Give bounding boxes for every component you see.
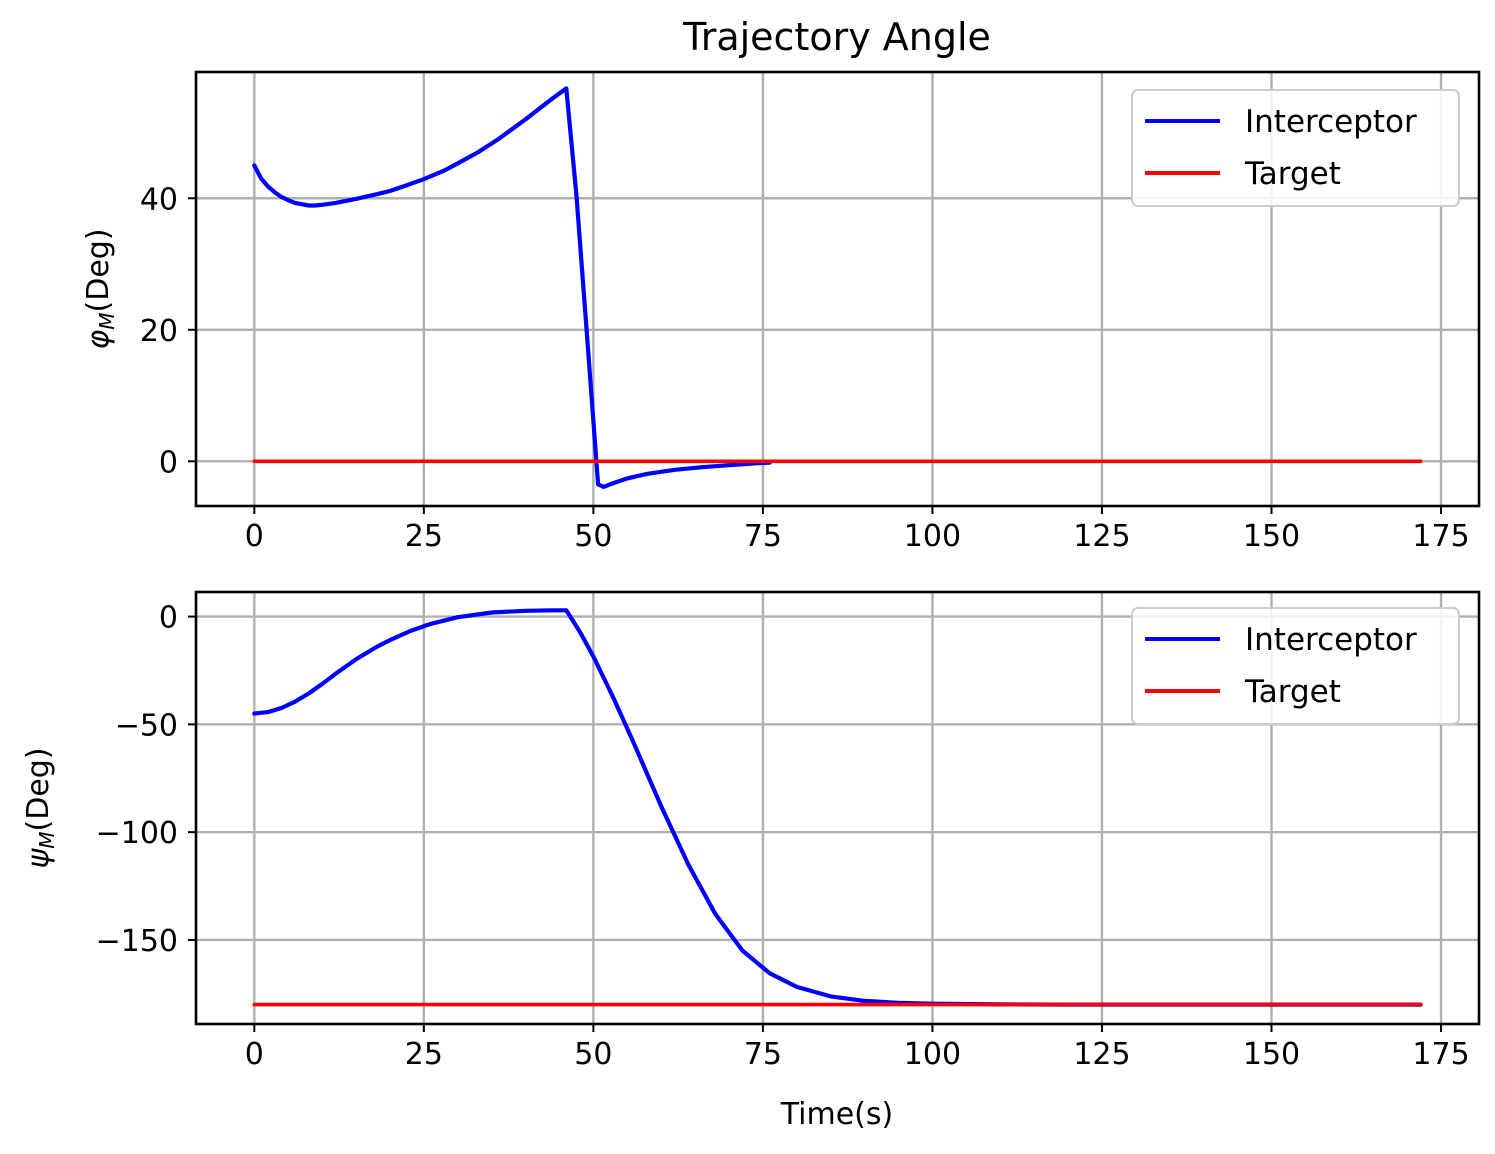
bottom-series-interceptor-line xyxy=(252,608,1423,1007)
chart-title: Trajectory Angle xyxy=(682,15,991,59)
top-x-tick-label: 25 xyxy=(405,519,443,554)
top-x-ticks: 0 25 50 75 100 125 150 175 xyxy=(245,506,1470,554)
top-y-axis-unit: (Deg) xyxy=(81,228,116,312)
top-y-ticks: 0 20 40 xyxy=(140,182,196,480)
top-x-tick-label: 125 xyxy=(1073,519,1130,554)
top-panel: 0 25 50 75 100 125 150 175 0 20 40 φM(Deg) Interc… xyxy=(81,70,1481,554)
bottom-y-tick-label: 0 xyxy=(159,601,178,636)
bottom-x-tick-label: 0 xyxy=(245,1037,264,1072)
bottom-y-axis-symbol: ψ xyxy=(21,848,56,869)
bottom-legend-interceptor-label: Interceptor xyxy=(1245,622,1417,658)
top-x-tick-label: 50 xyxy=(574,519,612,554)
top-y-axis-symbol: φ xyxy=(81,330,116,350)
bottom-y-ticks: 0 −50 −100 −150 xyxy=(96,601,196,959)
bottom-legend-target-label: Target xyxy=(1244,674,1341,710)
top-x-tick-label: 175 xyxy=(1412,519,1469,554)
bottom-series xyxy=(252,608,1423,1007)
bottom-x-axis-label: Time(s) xyxy=(780,1097,893,1132)
bottom-x-tick-label: 175 xyxy=(1412,1037,1469,1072)
bottom-y-tick-label: −100 xyxy=(96,816,178,851)
bottom-x-tick-label: 150 xyxy=(1243,1037,1300,1072)
bottom-axes-frame xyxy=(194,590,1481,1026)
top-y-axis-label: φM(Deg) xyxy=(81,228,119,349)
top-x-tick-label: 0 xyxy=(245,519,264,554)
bottom-x-tick-label: 125 xyxy=(1073,1037,1130,1072)
top-y-tick-label: 40 xyxy=(140,182,178,217)
bottom-y-axis-label: ψM(Deg) xyxy=(21,747,59,868)
top-y-tick-label: 0 xyxy=(159,445,178,480)
top-series-interceptor-line xyxy=(252,86,772,489)
top-legend: Interceptor Target xyxy=(1131,89,1460,207)
bottom-x-tick-label: 100 xyxy=(904,1037,961,1072)
top-y-tick-label: 20 xyxy=(140,314,178,349)
bottom-x-tick-label: 50 xyxy=(574,1037,612,1072)
bottom-x-tick-label: 75 xyxy=(744,1037,782,1072)
bottom-panel: 0 25 50 75 100 125 150 175 0 −50 −100 −150 ψM(Deg)… xyxy=(21,590,1481,1132)
bottom-y-tick-label: −150 xyxy=(96,924,178,959)
bottom-x-ticks: 0 25 50 75 100 125 150 175 xyxy=(245,1024,1470,1072)
top-x-tick-label: 75 xyxy=(744,519,782,554)
top-x-tick-label: 150 xyxy=(1243,519,1300,554)
top-y-axis-subscript: M xyxy=(95,312,119,329)
bottom-y-axis-unit: (Deg) xyxy=(21,747,56,831)
top-x-tick-label: 100 xyxy=(904,519,961,554)
bottom-legend: Interceptor Target xyxy=(1131,607,1460,725)
top-series xyxy=(252,86,1423,489)
bottom-y-tick-label: −50 xyxy=(115,708,178,743)
bottom-x-tick-label: 25 xyxy=(405,1037,443,1072)
top-legend-target-label: Target xyxy=(1244,156,1341,192)
top-axes-frame xyxy=(194,70,1481,508)
top-legend-interceptor-label: Interceptor xyxy=(1245,104,1417,140)
bottom-y-axis-subscript: M xyxy=(35,831,59,848)
